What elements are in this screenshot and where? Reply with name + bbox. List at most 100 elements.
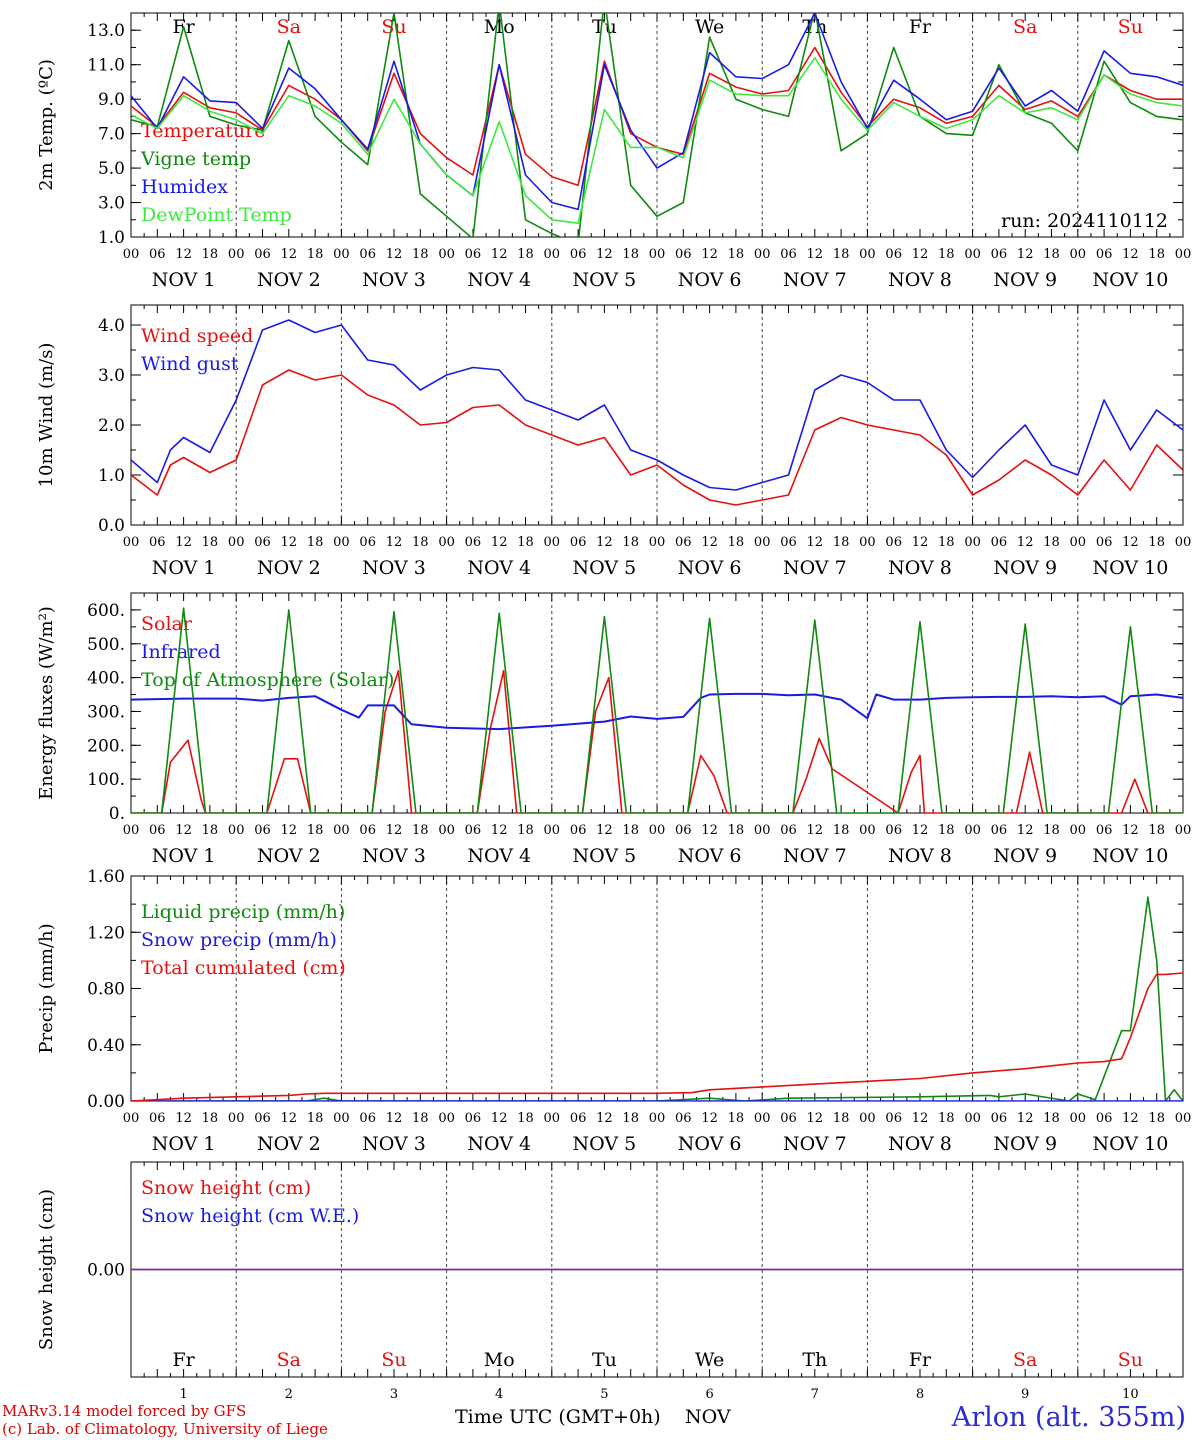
hour-tick-label: 18 bbox=[1043, 535, 1060, 550]
date-label: NOV 1 bbox=[152, 557, 216, 579]
weekday-label: Sa bbox=[277, 1349, 301, 1371]
hour-tick-label: 12 bbox=[807, 823, 824, 838]
y-tick-label: 9.0 bbox=[98, 90, 125, 110]
legend-entry: Top of Atmosphere (Solar) bbox=[141, 669, 394, 691]
day-number-label: 5 bbox=[600, 1387, 608, 1402]
hour-tick-label: 00 bbox=[1175, 247, 1192, 262]
hour-tick-label: 18 bbox=[938, 1111, 955, 1126]
hour-tick-label: 12 bbox=[596, 823, 613, 838]
hour-tick-label: 12 bbox=[386, 1111, 403, 1126]
hour-tick-label: 18 bbox=[412, 1111, 429, 1126]
hour-tick-label: 12 bbox=[386, 823, 403, 838]
hour-tick-label: 00 bbox=[859, 1111, 876, 1126]
hour-tick-label: 00 bbox=[649, 1111, 666, 1126]
hour-tick-label: 00 bbox=[649, 247, 666, 262]
hour-tick-label: 18 bbox=[517, 1111, 534, 1126]
hour-tick-label: 00 bbox=[438, 1111, 455, 1126]
day-number-label: 3 bbox=[390, 1387, 398, 1402]
hour-tick-label: 00 bbox=[544, 247, 561, 262]
legend-entry: Liquid precip (mm/h) bbox=[141, 901, 345, 923]
hour-tick-label: 12 bbox=[175, 247, 192, 262]
hour-tick-label: 18 bbox=[728, 1111, 745, 1126]
date-label: NOV 9 bbox=[993, 557, 1057, 579]
chart-panel-4: 0.00 0.40 0.80 1.20 1.60 Precip (mm/h) 00 06 12 1… bbox=[36, 867, 1191, 1155]
date-label: NOV 10 bbox=[1092, 557, 1168, 579]
hour-tick-label: 18 bbox=[517, 535, 534, 550]
hour-tick-label: 18 bbox=[412, 823, 429, 838]
y-tick-label: 600. bbox=[87, 601, 125, 621]
hour-tick-label: 00 bbox=[333, 535, 350, 550]
day-number-label: 9 bbox=[1021, 1387, 1029, 1402]
hour-tick-label: 06 bbox=[991, 535, 1008, 550]
date-label: NOV 8 bbox=[888, 557, 952, 579]
hour-tick-label: 18 bbox=[622, 1111, 639, 1126]
hour-tick-label: 00 bbox=[544, 1111, 561, 1126]
date-label: NOV 10 bbox=[1092, 845, 1168, 867]
hour-tick-label: 12 bbox=[701, 535, 718, 550]
y-axis-label: 2m Temp. (ºC) bbox=[36, 59, 57, 191]
chart-panel-3: 0. 100. 200. 300. 400. 500. 600. Energy fluxes … bbox=[36, 592, 1191, 867]
legend-entry: Snow precip (mm/h) bbox=[141, 929, 337, 951]
month-label: NOV bbox=[685, 1406, 731, 1428]
y-tick-label: 500. bbox=[87, 635, 125, 655]
hour-tick-label: 12 bbox=[807, 247, 824, 262]
hour-tick-label: 00 bbox=[754, 247, 771, 262]
day-number-label: 6 bbox=[705, 1387, 713, 1402]
hour-tick-label: 00 bbox=[228, 1111, 245, 1126]
hour-tick-label: 12 bbox=[807, 1111, 824, 1126]
hour-tick-label: 00 bbox=[333, 247, 350, 262]
lab-credit: (c) Lab. of Climatology, University of L… bbox=[2, 1420, 328, 1438]
y-tick-label: 0.0 bbox=[98, 516, 125, 536]
y-tick-label: 300. bbox=[87, 702, 125, 722]
hour-tick-label: 12 bbox=[1122, 535, 1139, 550]
y-tick-label: 100. bbox=[87, 770, 125, 790]
y-tick-label: 13.0 bbox=[87, 21, 125, 41]
hour-tick-label: 00 bbox=[438, 535, 455, 550]
hour-tick-label: 18 bbox=[833, 1111, 850, 1126]
hour-tick-label: 00 bbox=[964, 247, 981, 262]
hour-tick-label: 12 bbox=[386, 535, 403, 550]
hour-tick-label: 06 bbox=[885, 247, 902, 262]
date-label: NOV 1 bbox=[152, 269, 216, 291]
hour-tick-label: 18 bbox=[517, 823, 534, 838]
hour-tick-label: 18 bbox=[833, 823, 850, 838]
series-line-dewpoint-temp bbox=[131, 57, 1183, 224]
y-tick-label: 7.0 bbox=[98, 125, 125, 145]
hour-tick-label: 12 bbox=[912, 535, 929, 550]
date-label: NOV 6 bbox=[678, 269, 742, 291]
date-label: NOV 4 bbox=[467, 845, 531, 867]
hour-tick-label: 18 bbox=[728, 247, 745, 262]
y-tick-label: 1.20 bbox=[87, 923, 125, 943]
hour-tick-label: 12 bbox=[912, 247, 929, 262]
hour-tick-label: 06 bbox=[254, 823, 271, 838]
weekday-label: Mo bbox=[484, 16, 515, 38]
hour-tick-label: 00 bbox=[1070, 535, 1087, 550]
hour-tick-label: 12 bbox=[1017, 247, 1034, 262]
date-label: NOV 5 bbox=[573, 557, 637, 579]
legend-entry: DewPoint Temp bbox=[141, 204, 292, 226]
date-label: NOV 7 bbox=[783, 557, 847, 579]
date-label: NOV 5 bbox=[573, 269, 637, 291]
hour-tick-label: 06 bbox=[359, 1111, 376, 1126]
hour-tick-label: 06 bbox=[254, 247, 271, 262]
hour-tick-label: 06 bbox=[885, 535, 902, 550]
date-label: NOV 9 bbox=[993, 1133, 1057, 1155]
hour-tick-label: 18 bbox=[938, 535, 955, 550]
hour-tick-label: 18 bbox=[1043, 1111, 1060, 1126]
weekday-label: Fr bbox=[909, 1349, 932, 1371]
hour-tick-label: 00 bbox=[754, 823, 771, 838]
hour-tick-label: 12 bbox=[596, 535, 613, 550]
legend-entry: Snow height (cm W.E.) bbox=[141, 1205, 359, 1227]
y-axis-label: Precip (mm/h) bbox=[36, 923, 57, 1053]
hour-tick-label: 18 bbox=[1148, 1111, 1165, 1126]
hour-tick-label: 12 bbox=[175, 823, 192, 838]
date-label: NOV 4 bbox=[467, 269, 531, 291]
date-label: NOV 1 bbox=[152, 1133, 216, 1155]
hour-tick-label: 06 bbox=[570, 1111, 587, 1126]
date-label: NOV 9 bbox=[993, 269, 1057, 291]
y-tick-label: 0. bbox=[109, 804, 125, 824]
hour-tick-label: 06 bbox=[359, 247, 376, 262]
weekday-label: Sa bbox=[1013, 16, 1037, 38]
hour-tick-label: 06 bbox=[675, 823, 692, 838]
